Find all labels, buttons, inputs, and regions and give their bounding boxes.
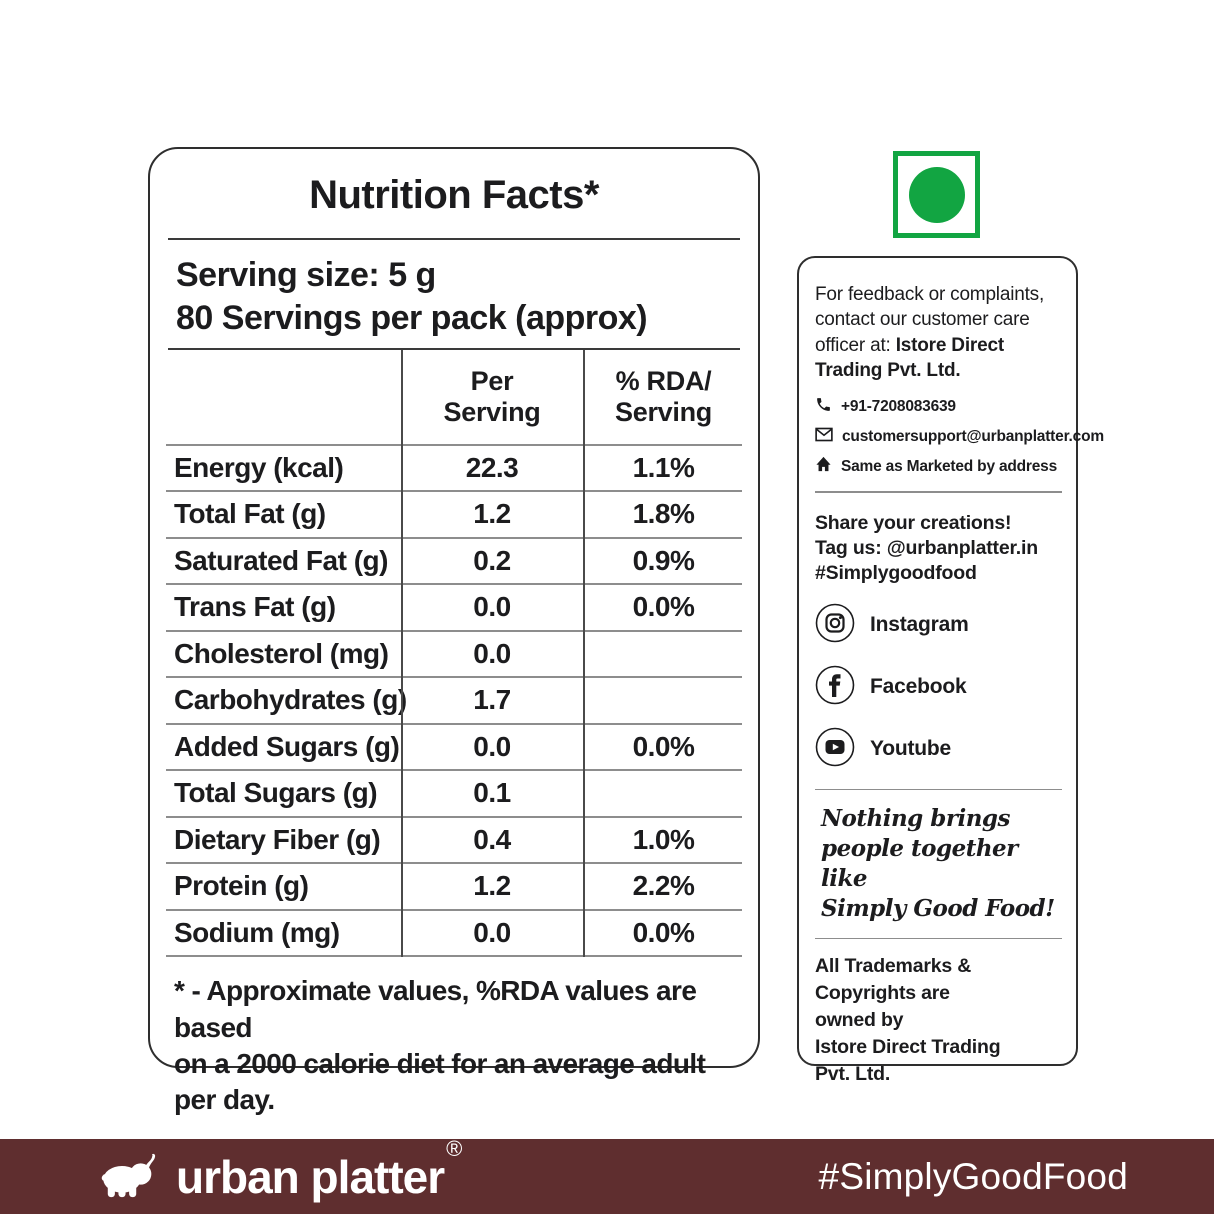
rda-footnote: * - Approximate values, %RDA values are … — [174, 975, 706, 1116]
table-row: Carbohydrates (g) 1.7 — [166, 676, 742, 723]
facebook-icon — [815, 665, 855, 710]
table-column-divider — [401, 349, 403, 958]
brand-quote: Nothing brings people together like Simp… — [821, 805, 1055, 922]
brand-logo: urban platter® — [98, 1135, 462, 1204]
divider — [815, 937, 1062, 940]
envelope-icon — [815, 427, 833, 447]
divider — [168, 347, 740, 350]
nutrition-facts-panel: Nutrition Facts* Serving size: 5 g 80 Se… — [148, 147, 760, 1115]
table-row: Total Fat (g) 1.2 1.8% — [166, 490, 742, 537]
servings-per-pack: 80 Servings per pack (approx) — [176, 298, 648, 337]
table-row: Cholesterol (mg) 0.0 — [166, 629, 742, 677]
table-row: Saturated Fat (g) 0.2 0.9% — [166, 536, 742, 584]
home-icon — [815, 456, 832, 477]
table-bottom-rule — [166, 955, 742, 958]
vegetarian-dot-icon — [908, 166, 965, 223]
footer-hashtag: #SimplyGoodFood — [818, 1155, 1128, 1197]
divider — [815, 788, 1062, 791]
divider — [168, 238, 740, 240]
table-row: Energy (kcal) 22.3 1.1% — [166, 443, 742, 491]
nutrition-facts-title: Nutrition Facts* — [309, 173, 599, 217]
table-row: Total Sugars (g) 0.1 — [166, 769, 742, 816]
youtube-icon — [815, 727, 855, 772]
serving-size: Serving size: 5 g — [176, 256, 436, 294]
contact-email: customersupport@urbanplatter.com — [815, 427, 1104, 447]
divider — [815, 491, 1062, 493]
vegetarian-mark — [893, 151, 980, 238]
table-row: Protein (g) 1.2 2.2% — [166, 862, 742, 909]
trademark-notice: All Trademarks & Copyrights are owned by… — [815, 955, 1001, 1085]
feedback-text: For feedback or complaints, contact our … — [815, 284, 1045, 381]
instagram-icon — [815, 603, 855, 648]
serving-info: Serving size: 5 g 80 Servings per pack (… — [150, 240, 758, 348]
table-column-divider — [583, 349, 585, 958]
brand-name: urban platter® — [176, 1135, 462, 1203]
table-row: Dietary Fiber (g) 0.4 1.0% — [166, 815, 742, 863]
table-header-row: Per Serving % RDA/ Serving — [166, 350, 742, 444]
share-creations-text: Share your creations! Tag us: @urbanplat… — [815, 511, 1038, 585]
social-facebook: Facebook — [815, 665, 1062, 710]
col-header-per-serving: Per Serving — [443, 366, 541, 427]
nutrition-table: Per Serving % RDA/ Serving Energy (kcal)… — [166, 349, 742, 958]
contact-phone: +91-7208083639 — [815, 396, 1062, 418]
contact-address: Same as Marketed by address — [815, 456, 1062, 477]
brand-footer-bar: urban platter® #SimplyGoodFood — [0, 1135, 1214, 1214]
col-header-rda: % RDA/ Serving — [615, 366, 712, 427]
phone-icon — [815, 396, 832, 418]
table-row: Trans Fat (g) 0.0 0.0% — [166, 583, 742, 630]
social-instagram: Instagram — [815, 603, 1062, 648]
registered-mark: ® — [446, 1135, 462, 1161]
company-name: Istore Direct Trading Pvt. Ltd. — [815, 334, 1004, 381]
social-youtube: Youtube — [815, 727, 1062, 772]
customer-info-panel: For feedback or complaints, contact our … — [797, 256, 1104, 1085]
table-row: Sodium (mg) 0.0 0.0% — [166, 908, 742, 956]
contact-list: +91-7208083639 customersupport@urbanplat… — [815, 396, 1104, 477]
social-links: Instagram Facebook — [815, 603, 1062, 772]
table-row: Added Sugars (g) 0.0 0.0% — [166, 722, 742, 770]
elephant-icon — [98, 1150, 162, 1203]
